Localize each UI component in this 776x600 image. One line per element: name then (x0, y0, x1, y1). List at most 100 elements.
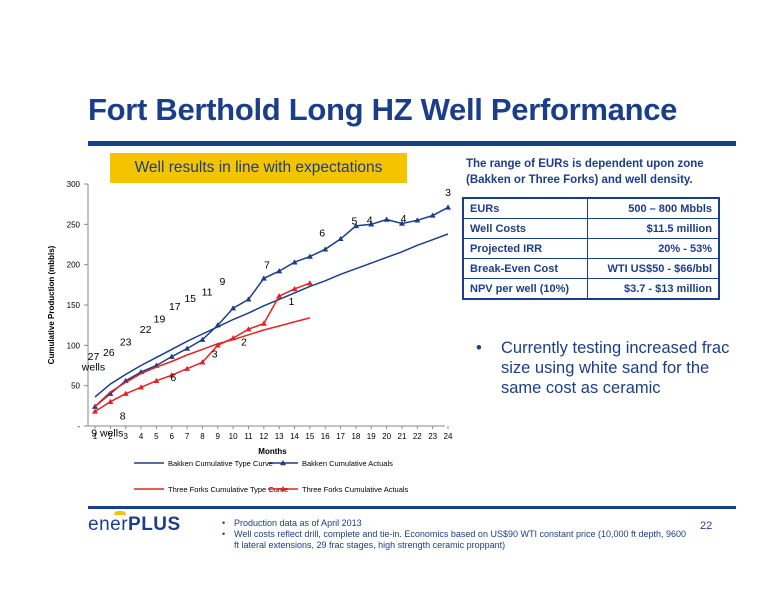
data-point (306, 253, 313, 259)
data-point (429, 212, 436, 218)
data-point (153, 377, 160, 384)
well-count-label: 15 (184, 293, 196, 305)
data-point (199, 359, 206, 365)
x-tick-label: 18 (351, 432, 360, 441)
x-tick-label: 22 (413, 432, 422, 441)
x-tick-label: 8 (200, 432, 205, 441)
data-point (138, 384, 145, 390)
x-tick-label: 20 (382, 432, 391, 441)
slide-title: Fort Berthold Long HZ Well Performance (88, 92, 678, 127)
data-point (383, 216, 390, 222)
metric-value: WTI US$50 - $66/bbl (587, 258, 720, 279)
data-point (214, 322, 221, 328)
series-line-3 (94, 317, 311, 408)
data-point (398, 220, 405, 226)
x-axis-label: Months (258, 447, 287, 456)
data-point (184, 365, 191, 371)
footnote-text: Well costs reflect drill, complete and t… (234, 529, 687, 550)
well-count-label: 2 (241, 336, 247, 348)
logo-text-ener: ener (88, 514, 129, 535)
metric-value: $3.7 - $13 million (587, 278, 720, 300)
well-count-label: 11 (202, 286, 213, 298)
legend-label: Three Forks Cumulative Actuals (302, 485, 409, 494)
data-point (107, 398, 114, 404)
data-point (107, 390, 114, 396)
x-tick-label: 16 (321, 432, 330, 441)
x-tick-label: 1 (93, 432, 98, 441)
y-tick-label: - (77, 422, 80, 431)
x-tick-label: 19 (367, 432, 376, 441)
data-point (322, 246, 329, 252)
y-tick-label: 150 (67, 301, 81, 310)
well-count-label: 3 (212, 348, 218, 360)
bullet-symbol: • (476, 339, 482, 357)
x-tick-label: 23 (428, 432, 437, 441)
data-point (168, 353, 175, 359)
data-point (230, 335, 237, 341)
series-line-2 (94, 206, 449, 408)
well-count-label: 22 (140, 324, 152, 336)
data-point (168, 372, 175, 378)
well-count-label: 26 (103, 347, 115, 359)
data-point (352, 222, 359, 229)
table-row: Projected IRR 20% - 53% (462, 238, 720, 259)
x-tick-label: 7 (185, 432, 190, 441)
footnote-text: Production data as of April 2013 (234, 518, 362, 528)
well-count-label: 6 (319, 227, 325, 239)
legend-label: Bakken Cumulative Type Curve (168, 459, 273, 468)
footnotes: • Production data as of April 2013 • Wel… (222, 518, 692, 551)
data-point (260, 275, 267, 281)
y-tick-label: 200 (67, 261, 81, 270)
x-tick-label: 14 (290, 432, 299, 441)
well-count-label: 4 (367, 215, 373, 227)
well-count-label: 1 (289, 296, 295, 308)
well-count-label: 6 (170, 372, 176, 384)
callout-text: Well results in line with expectations (134, 159, 383, 176)
well-count-label: wells (81, 361, 105, 373)
data-point (214, 342, 221, 348)
y-tick-label: 50 (71, 382, 80, 391)
enerplus-logo: enerPLUS (88, 511, 181, 536)
data-point (291, 285, 298, 292)
x-tick-label: 11 (244, 432, 253, 441)
data-point (184, 345, 191, 351)
well-count-label: 3 (445, 187, 451, 199)
data-point (414, 217, 421, 223)
footnote-bullet: • (222, 529, 226, 539)
data-point (276, 293, 283, 299)
footnote-bullet: • (222, 518, 226, 528)
data-point (122, 390, 129, 396)
series-line-1 (94, 233, 449, 398)
legend-label: Three Forks Cumulative Type Curve (168, 485, 288, 494)
page-number: 22 (700, 520, 713, 532)
well-count-label: 9 wells (91, 427, 123, 439)
x-tick-label: 12 (259, 432, 268, 441)
x-tick-label: 3 (123, 432, 128, 441)
well-count-label: 17 (169, 301, 181, 313)
well-count-label: 8 (120, 411, 126, 423)
metrics-table: EURs 500 – 800 Mbbls Well Costs $11.5 mi… (462, 197, 720, 300)
legend-label: Bakken Cumulative Actuals (302, 459, 393, 468)
callout-box: Well results in line with expectations (110, 153, 407, 183)
data-point (245, 296, 252, 302)
data-point (199, 336, 206, 342)
well-count-label: 19 (154, 314, 166, 326)
x-tick-label: 6 (170, 432, 175, 441)
x-tick-label: 10 (229, 432, 238, 441)
data-point (260, 320, 267, 326)
y-axis-label: Cumulative Production (mbbls) (47, 245, 56, 364)
bullet-text: Currently testing increased frac size us… (501, 339, 730, 397)
data-point (276, 268, 283, 274)
well-count-label: 9 (219, 276, 225, 288)
footer-rule (88, 506, 736, 509)
x-tick-label: 2 (108, 432, 113, 441)
data-point (368, 221, 375, 227)
x-tick-label: 13 (275, 432, 284, 441)
x-tick-label: 21 (398, 432, 407, 441)
data-point (291, 259, 298, 265)
data-point (230, 305, 237, 311)
y-tick-label: 100 (67, 341, 81, 350)
data-point (445, 204, 451, 210)
x-tick-label: 17 (336, 432, 345, 441)
